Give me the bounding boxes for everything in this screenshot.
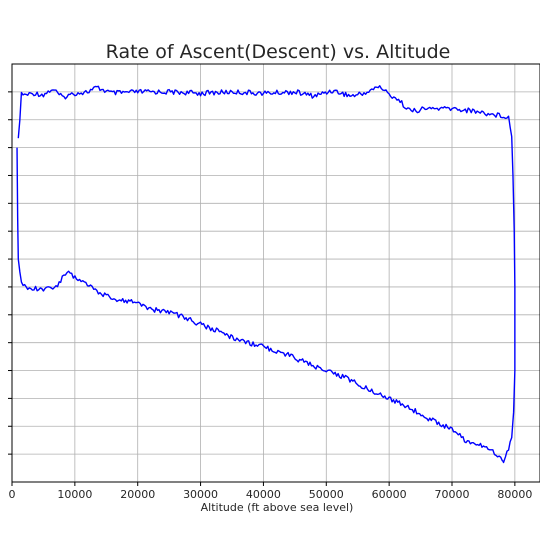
x-axis-label: Altitude (ft above sea level): [201, 501, 354, 514]
x-tick-label: 30000: [183, 488, 218, 501]
x-tick-label: 10000: [57, 488, 92, 501]
y-ticks: [8, 91, 12, 455]
x-tick-label: 40000: [246, 488, 281, 501]
series-layer: [16, 85, 516, 464]
x-tick-label: 60000: [372, 488, 407, 501]
chart-title: Rate of Ascent(Descent) vs. Altitude: [106, 41, 451, 63]
x-tick-label: 50000: [309, 488, 344, 501]
x-tick-label: 80000: [497, 488, 532, 501]
series-line-1: [17, 85, 513, 139]
x-tick-label: 20000: [120, 488, 155, 501]
x-tick-label: 0: [9, 488, 16, 501]
x-ticks: 0 10000 20000 30000 40000 50000 60000 70000 8000…: [9, 482, 532, 501]
plot-area-frame: [11, 63, 540, 483]
series-line-2: [16, 136, 516, 464]
grid: [11, 64, 540, 482]
x-tick-label: 70000: [435, 488, 470, 501]
